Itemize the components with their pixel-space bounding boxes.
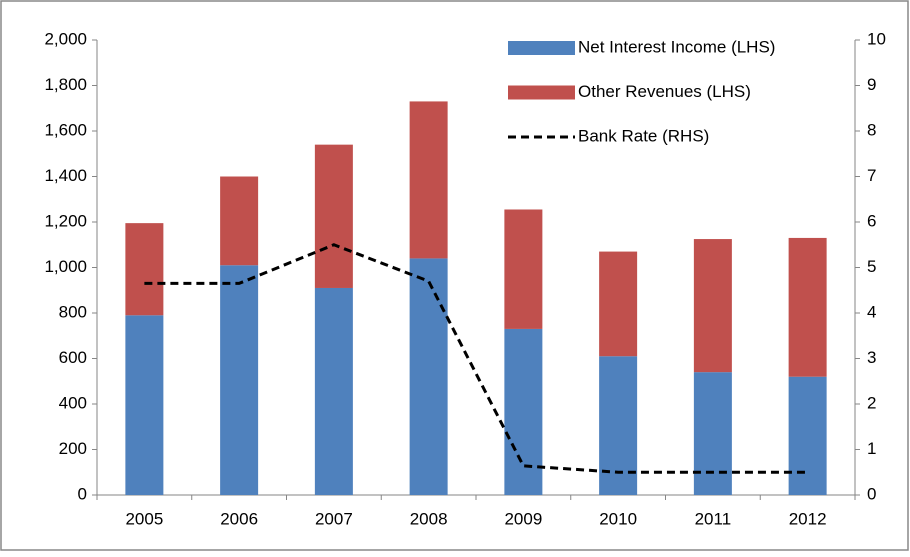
x-tick-label: 2005 (125, 509, 163, 528)
y-tick-label: 200 (59, 439, 87, 458)
y2-tick-label: 2 (867, 393, 876, 412)
bar (599, 356, 638, 495)
x-tick-label: 2007 (315, 509, 353, 528)
y2-tick-label: 7 (867, 166, 876, 185)
bar (504, 328, 543, 495)
x-tick-label: 2011 (695, 509, 732, 528)
legend-label: Bank Rate (RHS) (578, 126, 709, 145)
bar (125, 315, 164, 495)
y2-tick-label: 1 (867, 439, 876, 458)
bar (788, 237, 827, 377)
y-tick-label: 800 (59, 302, 87, 321)
x-tick-label: 2006 (220, 509, 258, 528)
y-tick-label: 600 (59, 348, 87, 367)
bar (504, 209, 543, 329)
legend-label: Other Revenues (LHS) (578, 82, 751, 101)
y-tick-label: 1,000 (44, 257, 87, 276)
y-tick-label: 0 (78, 484, 87, 503)
x-tick-label: 2008 (410, 509, 448, 528)
legend-swatch (508, 41, 575, 55)
legend-label: Net Interest Income (LHS) (578, 37, 775, 56)
y2-tick-label: 5 (867, 257, 876, 276)
y2-tick-label: 0 (867, 484, 876, 503)
bar (314, 144, 353, 288)
y2-tick-label: 10 (867, 29, 886, 48)
y-tick-label: 1,600 (44, 120, 87, 139)
x-tick-label: 2012 (789, 509, 827, 528)
bar (220, 265, 259, 495)
bar (693, 239, 732, 373)
y2-tick-label: 6 (867, 211, 876, 230)
y2-tick-label: 3 (867, 348, 876, 367)
bar (220, 176, 259, 266)
y-tick-label: 2,000 (44, 29, 87, 48)
x-tick-label: 2010 (599, 509, 637, 528)
bar (409, 258, 448, 495)
y2-tick-label: 9 (867, 75, 876, 94)
y2-tick-label: 8 (867, 120, 876, 139)
line (144, 243, 808, 474)
bar (788, 376, 827, 495)
y-tick-label: 1,200 (44, 211, 87, 230)
x-tick-label: 2009 (504, 509, 542, 528)
bar (409, 101, 448, 259)
y-tick-label: 400 (59, 393, 87, 412)
bar (314, 287, 353, 495)
legend-swatch (508, 85, 575, 100)
y2-tick-label: 4 (867, 302, 876, 321)
y-tick-label: 1,800 (44, 75, 87, 94)
bar (693, 372, 732, 495)
bar (125, 223, 164, 316)
bar (599, 251, 638, 357)
y-tick-label: 1,400 (44, 166, 87, 185)
